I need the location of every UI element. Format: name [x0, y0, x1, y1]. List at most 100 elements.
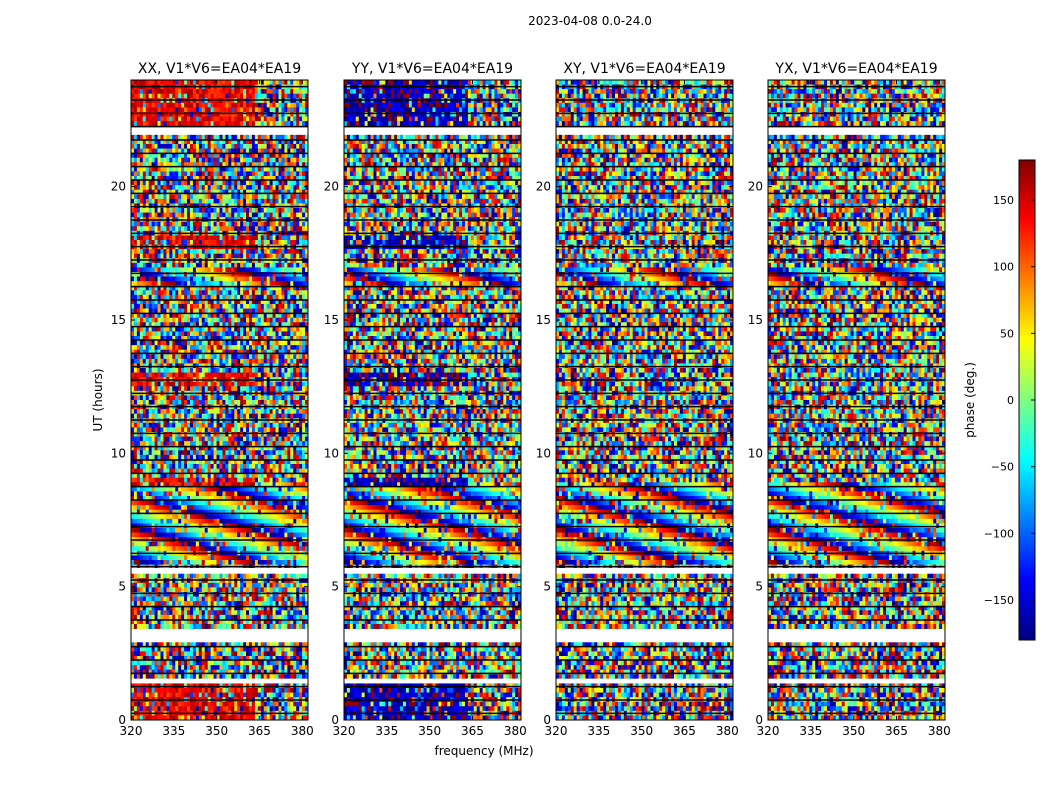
heatmap-cell: [278, 336, 282, 341]
heatmap-cell: [287, 313, 291, 319]
heatmap-cell: [293, 386, 297, 392]
heatmap-cell: [207, 281, 212, 287]
heatmap-cell: [225, 413, 229, 419]
heatmap-cell: [175, 272, 179, 277]
heatmap-cell: [231, 262, 235, 268]
heatmap-cell: [257, 427, 262, 433]
heatmap-cell: [213, 258, 217, 264]
heatmap-cell: [263, 395, 268, 401]
heatmap-cell: [263, 235, 268, 241]
heatmap-cell: [210, 464, 214, 469]
heatmap-cell: [293, 418, 297, 424]
heatmap-cell: [207, 459, 212, 465]
heatmap-cell: [157, 454, 161, 460]
heatmap-cell: [293, 400, 297, 405]
heatmap-cell: [269, 413, 273, 419]
heatmap-cell: [210, 134, 214, 140]
heatmap-cell: [136, 413, 141, 419]
heatmap-cell: [151, 98, 155, 104]
heatmap-cell: [136, 121, 141, 127]
heatmap-cell: [257, 313, 262, 319]
heatmap-cell: [192, 148, 197, 154]
heatmap-cell: [272, 194, 276, 200]
heatmap-cell: [157, 386, 161, 392]
heatmap-cell: [198, 107, 203, 113]
heatmap-cell: [157, 313, 161, 319]
heatmap-cell: [190, 226, 194, 232]
heatmap-cell: [243, 98, 247, 104]
heatmap-cell: [133, 290, 138, 296]
heatmap-cell: [178, 409, 182, 415]
heatmap-cell: [204, 226, 209, 232]
heatmap-cell: [299, 93, 303, 99]
heatmap-cell: [198, 185, 203, 191]
heatmap-cell: [266, 102, 271, 108]
heatmap-cell: [157, 450, 161, 456]
heatmap-cell: [272, 322, 276, 328]
heatmap-cell: [195, 386, 200, 392]
heatmap-cell: [178, 93, 182, 99]
heatmap-cell: [278, 240, 282, 245]
heatmap-cell: [302, 112, 306, 117]
heatmap-cell: [231, 240, 235, 245]
heatmap-cell: [272, 281, 276, 287]
heatmap-cell: [160, 267, 164, 273]
heatmap-cell: [190, 102, 194, 108]
heatmap-cell: [287, 290, 291, 296]
heatmap-cell: [181, 349, 185, 355]
heatmap-cell: [266, 422, 271, 428]
heatmap-cell: [204, 294, 209, 300]
heatmap-cell: [184, 317, 188, 323]
heatmap-cell: [219, 262, 223, 268]
heatmap-cell: [178, 432, 182, 437]
heatmap-cell: [204, 345, 209, 351]
heatmap-cell: [151, 464, 155, 469]
heatmap-cell: [246, 253, 250, 259]
heatmap-cell: [163, 313, 167, 319]
heatmap-cell: [136, 308, 141, 314]
heatmap-cell: [133, 262, 138, 268]
heatmap-cell: [181, 450, 185, 456]
heatmap-cell: [254, 107, 259, 113]
heatmap-cell: [142, 203, 147, 209]
heatmap-cell: [131, 276, 135, 282]
heatmap-cell: [192, 80, 197, 85]
heatmap-cell: [272, 189, 276, 195]
heatmap-cell: [195, 162, 200, 168]
heatmap-cell: [251, 112, 256, 117]
heatmap-cell: [163, 358, 167, 364]
heatmap-cell: [251, 116, 256, 122]
heatmap-cell: [299, 148, 303, 154]
heatmap-cell: [269, 459, 273, 465]
heatmap-cell: [243, 121, 247, 127]
heatmap-cell: [290, 322, 294, 328]
heatmap-cell: [166, 144, 170, 149]
heatmap-cell: [210, 281, 214, 287]
heatmap-cell: [260, 80, 265, 85]
heatmap-cell: [251, 459, 256, 465]
heatmap-cell: [278, 418, 282, 424]
heatmap-cell: [136, 80, 141, 85]
heatmap-cell: [195, 208, 200, 213]
heatmap-cell: [142, 400, 147, 405]
heatmap-cell: [154, 121, 158, 127]
heatmap-cell: [154, 299, 158, 305]
heatmap-cell: [163, 459, 167, 465]
heatmap-cell: [219, 203, 223, 209]
heatmap-cell: [275, 98, 279, 104]
heatmap-cell: [263, 400, 268, 405]
heatmap-cell: [154, 349, 158, 355]
heatmap-cell: [145, 308, 150, 314]
heatmap-cell: [192, 221, 197, 227]
heatmap-cell: [293, 221, 297, 227]
heatmap-cell: [260, 281, 265, 287]
heatmap-cell: [198, 194, 203, 200]
heatmap-cell: [290, 185, 294, 191]
heatmap-cell: [299, 121, 303, 127]
heatmap-cell: [240, 116, 244, 122]
heatmap-cell: [207, 226, 212, 232]
heatmap-cell: [133, 372, 138, 378]
heatmap-cell: [201, 116, 206, 122]
heatmap-cell: [287, 281, 291, 287]
heatmap-cell: [178, 317, 182, 323]
